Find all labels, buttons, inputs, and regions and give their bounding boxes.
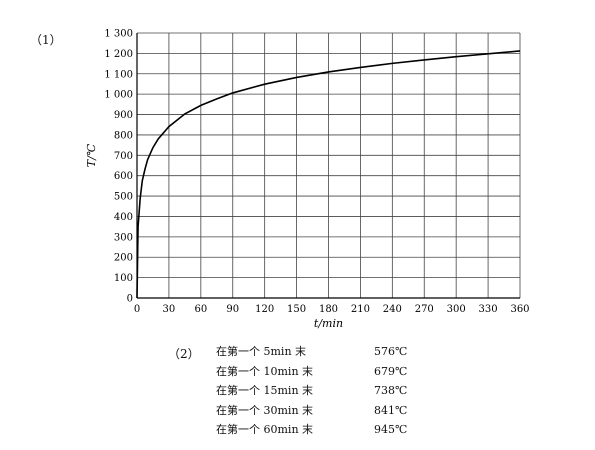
part-2-label: （2）	[168, 347, 200, 361]
result-row: 在第一个 15min 末 738℃	[216, 381, 426, 401]
y-tick-label: 400	[114, 212, 133, 223]
x-tick-label: 360	[510, 304, 529, 315]
y-tick-label: 100	[114, 273, 133, 284]
y-tick-label: 300	[114, 232, 133, 243]
x-tick-label: 120	[255, 304, 274, 315]
y-tick-label: 800	[114, 130, 133, 141]
result-label: 在第一个 60min 末	[216, 423, 314, 436]
result-row: 在第一个 10min 末 679℃	[216, 362, 426, 382]
y-axis-label: T/℃	[85, 143, 98, 167]
result-row: 在第一个 60min 末 945℃	[216, 420, 426, 440]
y-tick-label: 0	[127, 294, 133, 305]
temperature-time-chart: 0 30 60 90 120 150 180 210 240 270 300 330 360 0 100 20…	[85, 29, 530, 331]
result-label: 在第一个 5min 末	[216, 345, 307, 358]
x-tick-label: 330	[479, 304, 498, 315]
result-value: 945℃	[374, 423, 408, 436]
result-row: 在第一个 30min 末 841℃	[216, 401, 426, 421]
x-tick-label: 0	[134, 304, 140, 315]
x-tick-label: 240	[383, 304, 402, 315]
x-axis-label: t/min	[314, 317, 343, 330]
x-tick-label: 60	[194, 304, 207, 315]
y-tick-label: 200	[114, 253, 133, 264]
x-tick-label: 30	[163, 304, 176, 315]
result-value: 738℃	[374, 384, 408, 397]
result-label: 在第一个 10min 末	[216, 364, 314, 378]
y-tick-label: 1 000	[104, 90, 133, 101]
x-tick-label: 180	[319, 304, 338, 315]
result-row: 在第一个 5min 末 576℃	[216, 342, 426, 362]
part-1-label: （1）	[30, 33, 62, 47]
y-tick-label: 1 100	[104, 69, 133, 80]
result-value: 841℃	[374, 403, 408, 417]
series-line	[136, 50, 521, 299]
y-tick-label: 900	[114, 110, 133, 121]
y-tick-label: 1 200	[104, 49, 133, 60]
result-value: 679℃	[374, 364, 408, 378]
x-tick-label: 150	[287, 304, 306, 315]
result-label: 在第一个 30min 末	[216, 403, 314, 417]
y-tick-label: 600	[114, 171, 133, 182]
chart-grid	[136, 32, 521, 299]
x-tick-label: 210	[351, 304, 370, 315]
x-tick-label: 300	[447, 304, 466, 315]
x-tick-label: 270	[415, 304, 434, 315]
result-label: 在第一个 15min 末	[216, 384, 314, 397]
chart-ticks: 0 30 60 90 120 150 180 210 240 270 300 330 360 0 100 20…	[104, 29, 529, 316]
y-tick-label: 500	[114, 192, 133, 203]
y-tick-label: 1 300	[104, 29, 133, 40]
results-list: 在第一个 5min 末 576℃ 在第一个 10min 末 679℃ 在第一个 …	[216, 342, 426, 440]
y-tick-label: 700	[114, 151, 133, 162]
result-value: 576℃	[374, 345, 408, 358]
x-tick-label: 90	[226, 304, 239, 315]
